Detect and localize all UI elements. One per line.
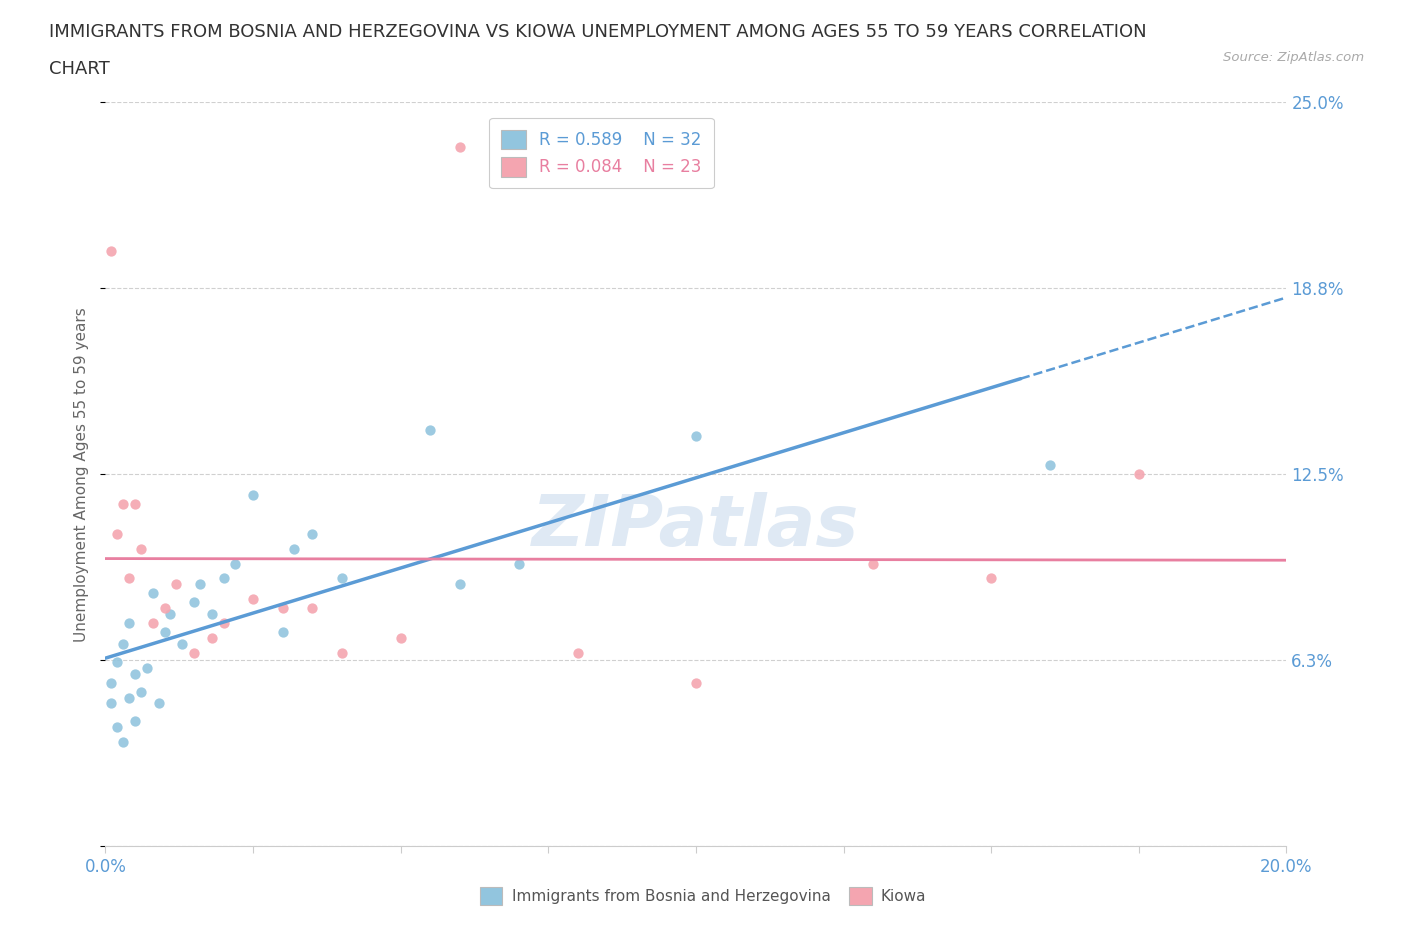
Point — [124, 714, 146, 729]
Point — [100, 696, 122, 711]
Point — [389, 631, 412, 645]
Text: Source: ZipAtlas.com: Source: ZipAtlas.com — [1223, 51, 1364, 64]
Point — [330, 645, 353, 660]
Point — [685, 428, 707, 443]
Text: IMMIGRANTS FROM BOSNIA AND HERZEGOVINA VS KIOWA UNEMPLOYMENT AMONG AGES 55 TO 59: IMMIGRANTS FROM BOSNIA AND HERZEGOVINA V… — [49, 23, 1147, 41]
Point — [153, 625, 176, 640]
Point — [419, 422, 441, 437]
Point — [105, 526, 128, 541]
Point — [183, 595, 205, 610]
Point — [1128, 467, 1150, 482]
Legend: Immigrants from Bosnia and Herzegovina, Kiowa: Immigrants from Bosnia and Herzegovina, … — [474, 882, 932, 911]
Point — [105, 720, 128, 735]
Point — [301, 526, 323, 541]
Point — [862, 556, 884, 571]
Point — [165, 577, 187, 591]
Text: ZIPatlas: ZIPatlas — [533, 492, 859, 561]
Point — [129, 684, 152, 699]
Point — [100, 244, 122, 259]
Point — [271, 601, 294, 616]
Point — [330, 571, 353, 586]
Point — [112, 497, 135, 512]
Point — [142, 616, 165, 631]
Point — [148, 696, 170, 711]
Point — [112, 636, 135, 651]
Point — [105, 655, 128, 670]
Point — [172, 636, 194, 651]
Point — [153, 601, 176, 616]
Point — [124, 497, 146, 512]
Point — [567, 645, 589, 660]
Point — [508, 556, 530, 571]
Point — [159, 606, 181, 621]
Point — [201, 606, 224, 621]
Point — [283, 541, 305, 556]
Point — [1039, 458, 1062, 472]
Point — [685, 675, 707, 690]
Point — [449, 577, 471, 591]
Text: CHART: CHART — [49, 60, 110, 78]
Legend: R = 0.589    N = 32, R = 0.084    N = 23: R = 0.589 N = 32, R = 0.084 N = 23 — [489, 118, 713, 188]
Point — [129, 541, 152, 556]
Point — [271, 625, 294, 640]
Point — [100, 675, 122, 690]
Point — [980, 571, 1002, 586]
Point — [118, 616, 141, 631]
Point — [112, 735, 135, 750]
Point — [224, 556, 246, 571]
Point — [449, 140, 471, 154]
Point — [118, 571, 141, 586]
Point — [135, 660, 157, 675]
Point — [212, 616, 235, 631]
Point — [188, 577, 211, 591]
Point — [201, 631, 224, 645]
Point — [242, 591, 264, 606]
Point — [142, 586, 165, 601]
Point — [118, 690, 141, 705]
Point — [212, 571, 235, 586]
Y-axis label: Unemployment Among Ages 55 to 59 years: Unemployment Among Ages 55 to 59 years — [75, 307, 90, 642]
Point — [183, 645, 205, 660]
Point — [242, 487, 264, 502]
Point — [124, 666, 146, 681]
Point — [301, 601, 323, 616]
